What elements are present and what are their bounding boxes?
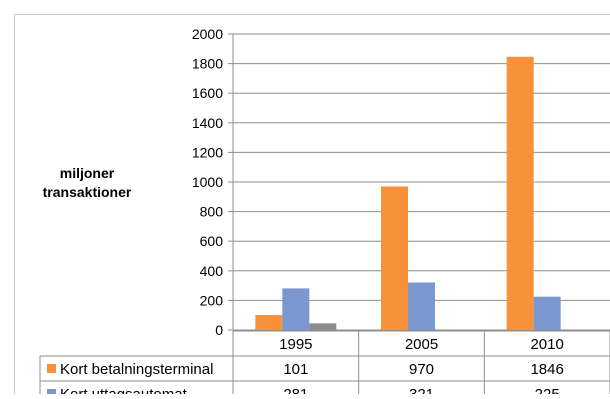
x-category-label: 2010 [530,336,563,353]
legend-swatch [47,389,56,394]
y-tick-label: 1400 [192,115,223,131]
x-category-label: 2005 [405,336,438,353]
bar [255,315,282,330]
bar [381,186,408,330]
y-tick-label: 0 [215,322,223,338]
y-tick-label: 1800 [192,56,223,72]
y-tick-label: 1000 [192,174,223,190]
bar [534,297,561,330]
table-cell: 970 [409,361,434,378]
bar [507,57,534,330]
table-cell: 321 [409,386,434,394]
bar [282,288,309,330]
y-tick-label: 1200 [192,144,223,160]
legend-label: Kort betalningsterminal [60,361,213,378]
legend-swatch [47,364,56,373]
y-tick-label: 800 [200,204,224,220]
table-cell: 281 [283,386,308,394]
y-tick-label: 400 [200,263,224,279]
y-axis-title: miljoner [60,165,115,181]
y-tick-label: 1600 [192,85,223,101]
x-category-label: 1995 [279,336,312,353]
bar [408,282,435,330]
y-tick-label: 200 [200,292,224,308]
table-cell: 225 [535,386,560,394]
legend-label: Kort uttagsautomat [60,386,188,394]
y-tick-label: 2000 [192,26,223,42]
y-tick-label: 600 [200,233,224,249]
y-axis-title: transaktioner [43,184,132,200]
table-cell: 1846 [530,361,563,378]
bar [309,323,336,330]
table-cell: 101 [283,361,308,378]
